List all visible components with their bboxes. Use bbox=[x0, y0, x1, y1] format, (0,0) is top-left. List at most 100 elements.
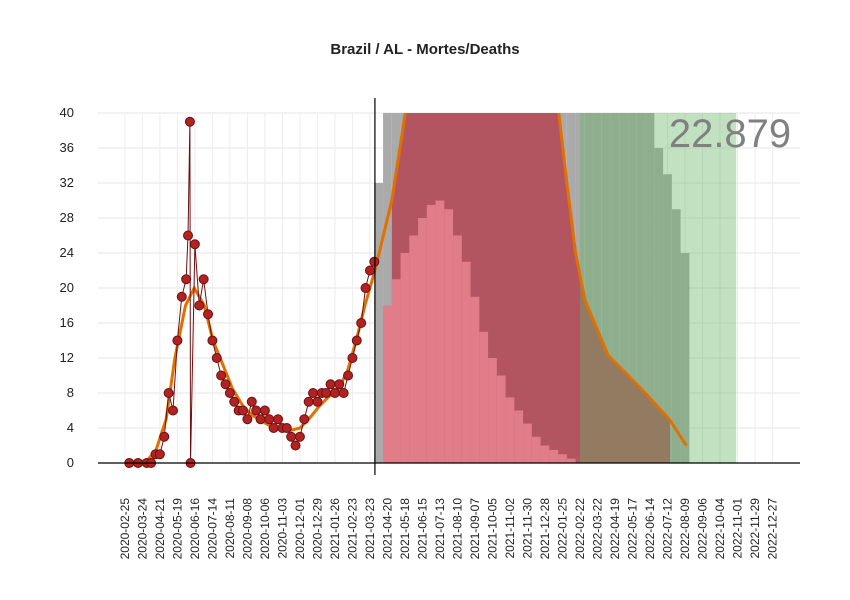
bar bbox=[374, 183, 384, 463]
y-tick-label: 36 bbox=[60, 140, 74, 155]
y-tick-label: 0 bbox=[67, 455, 74, 470]
observed-point bbox=[347, 353, 358, 363]
bar bbox=[470, 296, 480, 463]
y-tick-label: 24 bbox=[60, 245, 74, 260]
x-tick-label: 2020-06-16 bbox=[188, 498, 202, 560]
x-tick-label: 2021-03-23 bbox=[363, 498, 377, 560]
overlay: 0 4 8 12 16 20 24 28 32 36 40 2020-02-25 2020-03-24 2… bbox=[60, 98, 800, 559]
x-tick-label: 2021-02-23 bbox=[345, 498, 359, 560]
bar bbox=[400, 253, 410, 463]
observed-point bbox=[351, 335, 362, 346]
bar bbox=[558, 454, 567, 463]
observed-point bbox=[163, 388, 174, 398]
observed-point bbox=[334, 379, 345, 390]
observed-point bbox=[211, 353, 222, 363]
observed-point bbox=[238, 405, 249, 416]
bar bbox=[383, 305, 392, 463]
x-tick-label: 2020-09-08 bbox=[240, 498, 254, 560]
observed-point bbox=[268, 423, 279, 433]
bar bbox=[409, 235, 419, 463]
x-tick-label: 2021-10-05 bbox=[485, 498, 499, 560]
x-tick-label: 2022-08-09 bbox=[678, 498, 692, 560]
bar bbox=[663, 174, 672, 463]
bar bbox=[383, 113, 392, 463]
bar bbox=[636, 113, 646, 463]
observed-point bbox=[220, 379, 231, 390]
observed-point bbox=[229, 396, 240, 407]
x-tick-label: 2022-03-22 bbox=[590, 498, 604, 560]
bar bbox=[435, 200, 445, 463]
y-tick-label: 40 bbox=[60, 105, 74, 120]
y-tick-label: 8 bbox=[67, 385, 74, 400]
plot-area bbox=[129, 113, 737, 463]
observed-point bbox=[299, 414, 310, 425]
observed-point bbox=[183, 230, 194, 241]
x-tick-label: 2022-05-17 bbox=[625, 498, 639, 560]
x-tick-label: 2022-07-12 bbox=[660, 498, 674, 560]
observed-point bbox=[246, 396, 257, 407]
observed-point bbox=[194, 300, 205, 311]
y-tick-label: 20 bbox=[60, 280, 74, 295]
bar bbox=[444, 209, 454, 463]
observed-point bbox=[364, 265, 375, 276]
x-tick-label: 2021-01-26 bbox=[328, 498, 342, 560]
observed-point bbox=[154, 449, 165, 460]
bar bbox=[671, 209, 681, 463]
x-tick-label: 2020-12-29 bbox=[310, 498, 324, 560]
bar bbox=[601, 113, 611, 463]
observed-point bbox=[329, 388, 340, 398]
x-tick-label: 2020-08-11 bbox=[223, 498, 237, 559]
observed-point bbox=[290, 440, 301, 451]
bar bbox=[514, 410, 524, 463]
observed-point bbox=[338, 388, 349, 398]
observed-point bbox=[251, 405, 262, 416]
observed-point bbox=[259, 405, 270, 416]
x-tick-label: 2021-08-10 bbox=[450, 498, 464, 560]
x-tick-label: 2022-12-27 bbox=[765, 498, 779, 560]
observed-point bbox=[325, 379, 336, 390]
observed-point bbox=[308, 388, 319, 398]
x-tick-label: 2021-11-02 bbox=[503, 498, 517, 559]
bar bbox=[654, 148, 664, 463]
observed-point bbox=[294, 431, 305, 442]
observed-point bbox=[273, 414, 284, 425]
x-tick-label: 2021-11-30 bbox=[520, 498, 534, 559]
observed-point bbox=[242, 414, 253, 425]
projection-span bbox=[579, 113, 737, 463]
x-tick-label: 2021-04-20 bbox=[380, 498, 394, 560]
y-tick-label: 4 bbox=[67, 420, 74, 435]
y-tick-label: 16 bbox=[60, 315, 74, 330]
annotation: 22.879 bbox=[669, 112, 791, 156]
observed-point bbox=[255, 414, 266, 425]
bar bbox=[505, 397, 515, 463]
observed-point bbox=[286, 431, 297, 442]
bar bbox=[479, 331, 489, 463]
bar bbox=[584, 113, 594, 463]
observed-point bbox=[360, 283, 371, 293]
x-tick-label: 2021-09-07 bbox=[468, 498, 482, 560]
x-tick-label: 2022-11-01 bbox=[730, 498, 744, 559]
observed-point bbox=[264, 414, 275, 425]
observed-point bbox=[198, 274, 209, 285]
bar bbox=[645, 113, 655, 463]
x-tick-label: 2020-02-25 bbox=[118, 498, 132, 560]
bar bbox=[619, 113, 629, 463]
observed-point bbox=[356, 318, 367, 328]
y-tick-label: 32 bbox=[60, 175, 74, 190]
bar bbox=[523, 423, 532, 463]
observed-point bbox=[281, 423, 292, 433]
x-tick-label: 2022-09-06 bbox=[695, 498, 709, 560]
observed-point bbox=[184, 116, 195, 127]
x-tick-label: 2022-11-29 bbox=[748, 498, 762, 559]
observed-point bbox=[321, 388, 332, 398]
x-tick-label: 2020-07-14 bbox=[205, 498, 219, 560]
bar bbox=[566, 458, 576, 463]
x-tick-label: 2020-04-21 bbox=[153, 498, 167, 560]
x-tick-label: 2021-12-28 bbox=[538, 498, 552, 560]
observed-point bbox=[168, 405, 179, 416]
bar bbox=[488, 358, 497, 463]
y-tick-label: 28 bbox=[60, 210, 74, 225]
x-tick-label: 2021-07-13 bbox=[433, 498, 447, 560]
